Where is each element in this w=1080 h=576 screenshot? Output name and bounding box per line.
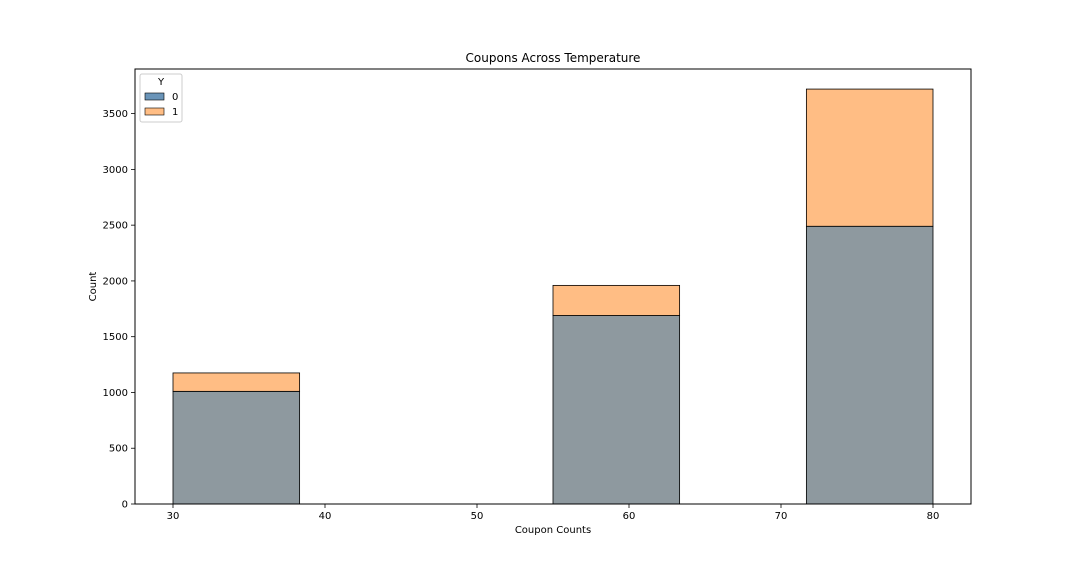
x-tick-label: 80 <box>927 511 940 522</box>
x-tick-label: 50 <box>471 511 484 522</box>
y-tick-label: 500 <box>109 444 128 455</box>
legend-swatch-0 <box>144 92 165 101</box>
x-tick-label: 30 <box>167 511 180 522</box>
y-axis-label: Count <box>88 272 99 302</box>
legend-title: Y <box>157 77 165 88</box>
x-tick-label: 70 <box>775 511 788 522</box>
chart-title: Coupons Across Temperature <box>466 51 641 65</box>
y-tick-label: 2500 <box>103 221 128 232</box>
x-tick-label: 60 <box>623 511 636 522</box>
bars-layer <box>172 88 934 505</box>
bar-series-1-bin-1 <box>552 284 681 316</box>
y-tick-label: 1500 <box>103 332 128 343</box>
y-tick-label: 1000 <box>103 388 128 399</box>
legend: Y 01 <box>139 73 183 123</box>
x-axis-label: Coupon Counts <box>515 525 591 536</box>
y-tick-label: 3500 <box>103 109 128 120</box>
bar-series-1-bin-0 <box>172 372 301 392</box>
legend-swatch-1 <box>144 107 165 116</box>
bar-series-0-bin-1 <box>552 315 681 505</box>
bar-series-0-bin-2 <box>805 225 934 505</box>
legend-entries: 01 <box>144 92 178 118</box>
y-tick-label: 0 <box>122 500 128 511</box>
y-tick-label: 3000 <box>103 165 128 176</box>
y-axis-ticks: 0 500 1000 1500 2000 2500 3000 3500 <box>103 109 135 511</box>
y-tick-label: 2000 <box>103 276 128 287</box>
legend-label-1: 1 <box>172 107 178 118</box>
bar-series-1-bin-2 <box>805 88 934 227</box>
x-tick-label: 40 <box>319 511 332 522</box>
legend-label-0: 0 <box>172 92 178 103</box>
bar-series-0-bin-0 <box>172 390 301 505</box>
axes-frame <box>134 68 972 505</box>
x-axis-ticks: 30 40 50 60 70 80 <box>167 504 940 522</box>
